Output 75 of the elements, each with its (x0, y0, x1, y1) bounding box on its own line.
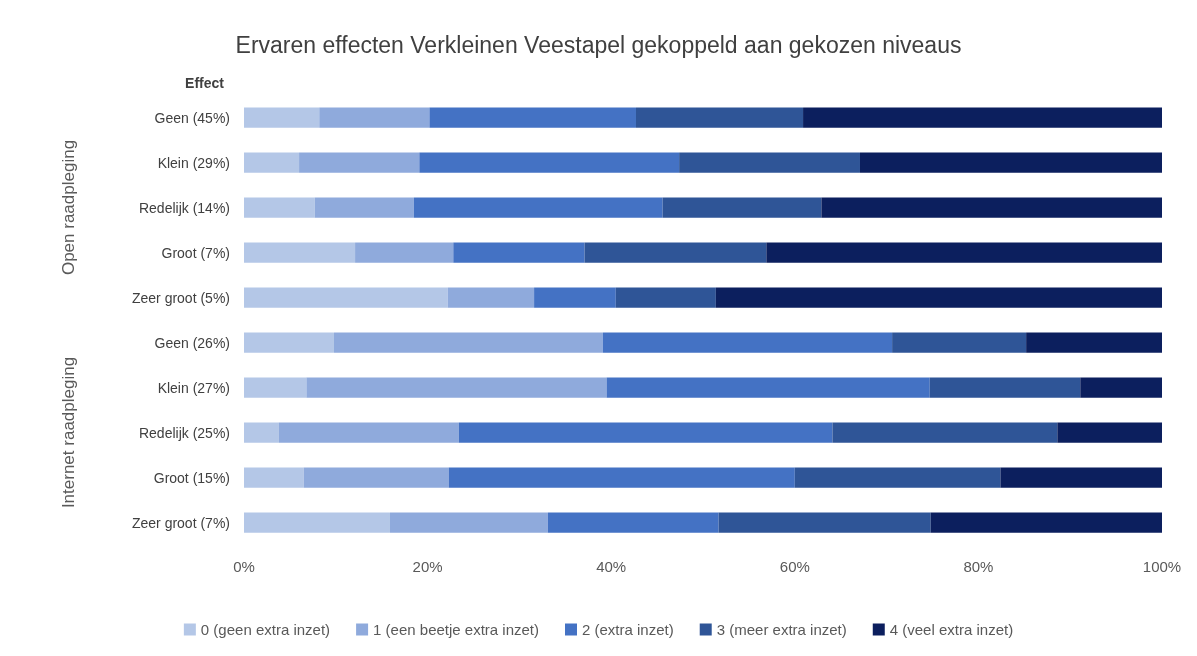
bar (448, 467, 795, 488)
bar (615, 287, 716, 308)
bar (1080, 377, 1162, 398)
bar (278, 422, 459, 443)
bar (662, 197, 822, 218)
bar (389, 512, 548, 533)
x-tick-label: 80% (963, 558, 994, 575)
bar (803, 107, 1162, 128)
y-tick-label: Zeer groot (5%) (131, 289, 230, 306)
bar (419, 152, 680, 173)
bar (547, 512, 719, 533)
bar (314, 197, 414, 218)
legend-label: 0 (geen extra inzet) (200, 621, 331, 638)
y-tick-label: Groot (15%) (153, 469, 230, 486)
bar (333, 332, 603, 353)
legend-label: 1 (een beetje extra inzet) (373, 621, 540, 638)
y-tick-label: Klein (27%) (157, 379, 230, 396)
bar (453, 242, 585, 263)
text: Open raadpleging (58, 139, 78, 276)
bar (429, 107, 636, 128)
bar (447, 287, 535, 308)
bar (413, 197, 663, 218)
chart-title: Ervaren effecten Verkleinen Veestapel gekoppeld aan gekozen niveaus (235, 31, 962, 58)
text: Internet raadpleging (58, 356, 78, 509)
bar (244, 197, 315, 218)
y-tick-label: Groot (7%) (161, 244, 230, 261)
bar (635, 107, 804, 128)
bar (930, 512, 1162, 533)
bar (606, 377, 930, 398)
bar (534, 287, 616, 308)
legend-label: 2 (extra inzet) (582, 621, 674, 638)
bar (892, 332, 1027, 353)
bar (1000, 467, 1162, 488)
bar (832, 422, 1058, 443)
bar (821, 197, 1162, 218)
bar (929, 377, 1081, 398)
bar (244, 422, 279, 443)
y-tick-label: Zeer groot (7%) (131, 514, 230, 531)
y-tick-label: Redelijk (14%) (138, 199, 230, 216)
x-tick-label: 20% (412, 558, 443, 575)
y-tick-label: Redelijk (25%) (138, 424, 230, 441)
bar (458, 422, 833, 443)
y-tick-label: Geen (45%) (154, 109, 230, 126)
bar (244, 512, 390, 533)
bar (299, 152, 420, 173)
bar (859, 152, 1162, 173)
bar (584, 242, 767, 263)
bar (766, 242, 1162, 263)
x-tick-label: 0% (233, 558, 255, 575)
x-tick-label: 40% (596, 558, 627, 575)
bar (718, 512, 931, 533)
bar (244, 467, 304, 488)
x-tick-label: 100% (1142, 558, 1182, 575)
x-tick-label: 60% (779, 558, 810, 575)
bar (244, 287, 448, 308)
bar (355, 242, 454, 263)
bar (303, 467, 449, 488)
bar (244, 332, 334, 353)
bar (715, 287, 1162, 308)
legend-label: 4 (veel extra inzet) (889, 621, 1014, 638)
bar (306, 377, 607, 398)
bar (1026, 332, 1162, 353)
bar (1057, 422, 1162, 443)
bar (244, 107, 320, 128)
bar (679, 152, 860, 173)
text: Effect (185, 75, 225, 91)
bar (319, 107, 430, 128)
bar (794, 467, 1001, 488)
bar (244, 152, 300, 173)
legend-label: 3 (meer extra inzet) (716, 621, 847, 638)
y-tick-label: Geen (26%) (154, 334, 230, 351)
bar (602, 332, 893, 353)
bar (244, 377, 307, 398)
bar (244, 242, 356, 263)
y-tick-label: Klein (29%) (157, 154, 230, 171)
